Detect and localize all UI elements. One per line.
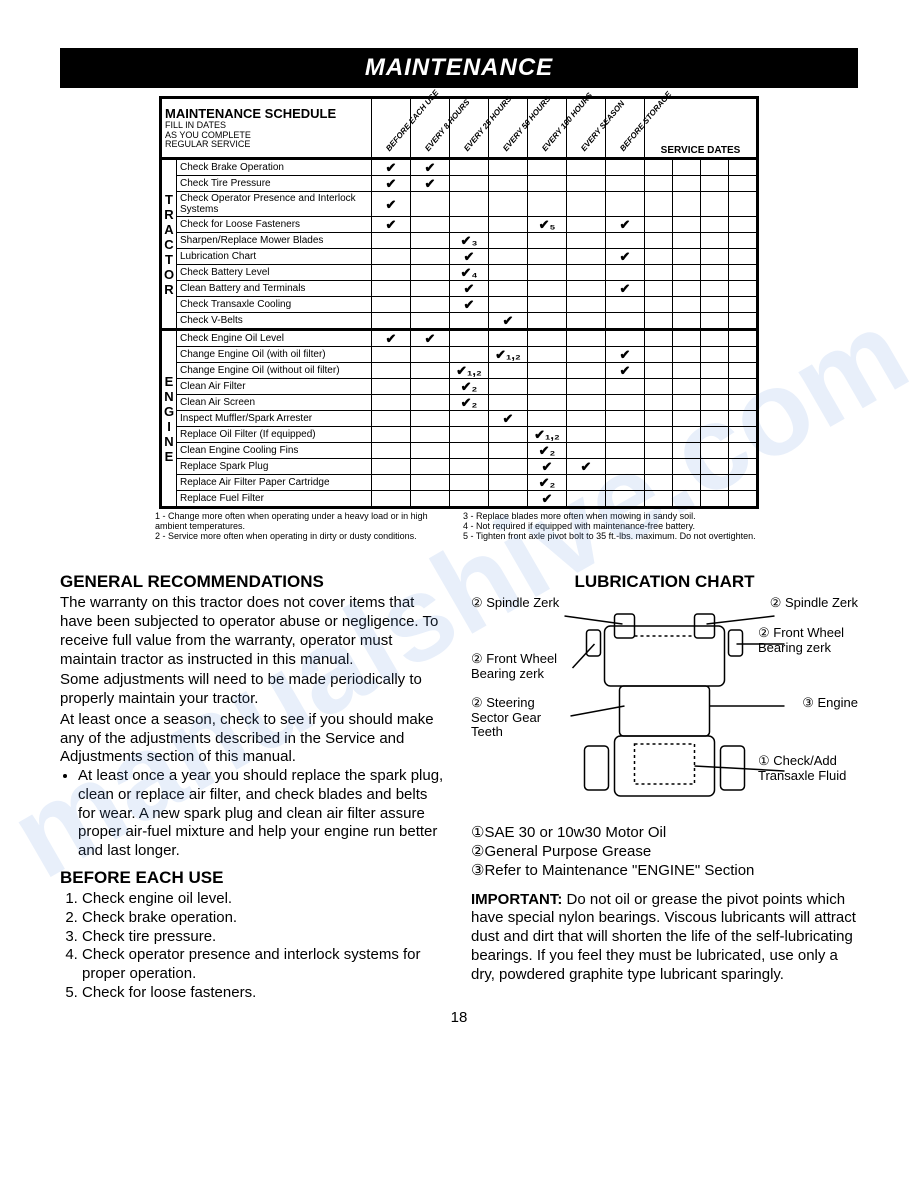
label-fwb-left: ② Front Wheel Bearing zerk	[471, 652, 571, 681]
legend-1: ①SAE 30 or 10w30 Motor Oil	[471, 824, 858, 843]
maintenance-schedule-table: MAINTENANCE SCHEDULEFILL IN DATES AS YOU…	[159, 96, 759, 509]
label-engine: ③ Engine	[802, 696, 858, 710]
left-column: GENERAL RECOMMENDATIONS The warranty on …	[60, 565, 447, 1003]
section-title-bar: MAINTENANCE	[60, 48, 858, 88]
legend-2: ②General Purpose Grease	[471, 843, 858, 862]
footnote-right: 3 - Replace blades more often when mowin…	[459, 511, 767, 541]
important-block: IMPORTANT: Do not oil or grease the pivo…	[471, 891, 858, 985]
label-spindle-right: ② Spindle Zerk	[770, 596, 858, 610]
label-transaxle: ① Check/Add Transaxle Fluid	[758, 754, 858, 783]
footnote-left: 1 - Change more often when operating und…	[151, 511, 459, 541]
heading-lubrication: LUBRICATION CHART	[471, 571, 858, 592]
footnotes: 1 - Change more often when operating und…	[60, 511, 858, 541]
heading-before-each-use: BEFORE EACH USE	[60, 867, 447, 888]
lubrication-diagram: ② Spindle Zerk ② Spindle Zerk ② Front Wh…	[471, 596, 858, 816]
page-number: 18	[60, 1009, 858, 1026]
legend-3: ③Refer to Maintenance "ENGINE" Section	[471, 862, 858, 881]
heading-general: GENERAL RECOMMENDATIONS	[60, 571, 447, 592]
page: manualshive.com MAINTENANCE MAINTENANCE …	[0, 0, 918, 1188]
lower-columns: GENERAL RECOMMENDATIONS The warranty on …	[60, 565, 858, 1003]
paragraph-adjustments: Some adjustments will need to be made pe…	[60, 671, 447, 709]
before-use-list: Check engine oil level.Check brake opera…	[82, 890, 447, 1003]
label-spindle-left: ② Spindle Zerk	[471, 596, 559, 610]
schedule-wrapper: MAINTENANCE SCHEDULEFILL IN DATES AS YOU…	[60, 96, 858, 509]
paragraph-warranty: The warranty on this tractor does not co…	[60, 594, 447, 669]
label-fwb-right: ② Front Wheel Bearing zerk	[758, 626, 858, 655]
before-use-item: Check tire pressure.	[82, 928, 447, 947]
bullet-yearly: At least once a year you should replace …	[78, 767, 447, 861]
right-column: LUBRICATION CHART	[471, 565, 858, 1003]
important-label: IMPORTANT:	[471, 891, 562, 908]
label-steering: ② Steering Sector Gear Teeth	[471, 696, 571, 739]
bullet-list: At least once a year you should replace …	[78, 767, 447, 861]
before-use-item: Check for loose fasteners.	[82, 984, 447, 1003]
before-use-item: Check operator presence and interlock sy…	[82, 946, 447, 984]
before-use-item: Check engine oil level.	[82, 890, 447, 909]
paragraph-season: At least once a season, check to see if …	[60, 711, 447, 767]
before-use-item: Check brake operation.	[82, 909, 447, 928]
